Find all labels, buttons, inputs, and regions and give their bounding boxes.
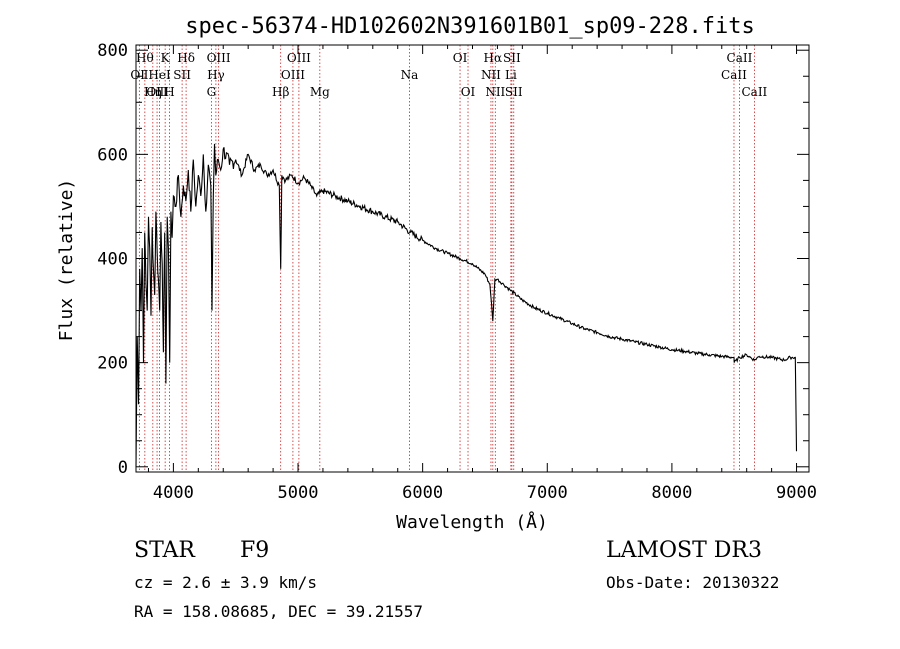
spectral-line-label: Hη (144, 85, 162, 99)
survey-name: LAMOST DR3 (606, 538, 762, 563)
spectral-line-label: CaII (721, 68, 747, 82)
spectral-line-label: Li (505, 68, 517, 82)
spectral-line-label: Hδ (177, 51, 195, 65)
spectrum-line (135, 143, 798, 467)
y-tick-label: 0 (118, 458, 128, 478)
spectral-line-label: OI (453, 51, 468, 65)
object-subclass: F9 (240, 538, 270, 563)
spectral-line-label: Hγ (207, 68, 225, 82)
spectral-line-label: Hα (484, 51, 503, 65)
spectral-line-label: Na (401, 68, 419, 82)
spectral-line-label: OⅡ (130, 68, 148, 82)
spectral-line-label: NII (485, 85, 505, 99)
spectral-line-label: NII (481, 68, 501, 82)
spectral-line-label: OIII (281, 68, 305, 82)
spectral-line-label: OIII (287, 51, 311, 65)
spectral-line-label: Hβ (272, 85, 289, 99)
y-tick-label: 600 (97, 145, 128, 165)
y-axis-label: Flux (relative) (56, 179, 77, 342)
object-class: STAR (134, 538, 195, 563)
spectral-line-label: OⅢ (146, 85, 167, 99)
spectral-line-label: Mg (310, 85, 330, 99)
spectral-line-label: SII (503, 51, 521, 65)
coordinates: RA = 158.08685, DEC = 39.21557 (134, 602, 423, 621)
spectral-line-label: SII (505, 85, 523, 99)
y-tick-label: 800 (97, 41, 128, 61)
redshift-value: cz = 2.6 ± 3.9 km/s (134, 573, 318, 592)
x-tick-label: 7000 (527, 483, 568, 503)
observation-date: Obs-Date: 20130322 (606, 573, 780, 592)
spectral-line-label: OIII (207, 51, 231, 65)
x-tick-label: 5000 (278, 483, 319, 503)
spectral-line-label: OI (461, 85, 476, 99)
spectral-line-label: HeI (148, 68, 171, 82)
x-tick-label: 4000 (153, 483, 194, 503)
spectral-line-label: CaII (727, 51, 753, 65)
plot-frame (135, 44, 810, 473)
spectral-line-label: CaII (741, 85, 767, 99)
y-tick-label: 200 (97, 354, 128, 374)
x-axis-label: Wavelength (Å) (396, 511, 548, 533)
y-tick-label: 400 (97, 250, 128, 270)
spectral-line-label: K (161, 51, 171, 65)
spectral-line-label: G (207, 85, 217, 99)
spectral-line-label: Hθ (136, 51, 154, 65)
x-tick-label: 9000 (776, 483, 817, 503)
x-tick-label: 6000 (402, 483, 443, 503)
spectral-line-label: H (164, 85, 174, 99)
x-tick-label: 8000 (651, 483, 692, 503)
chart-title: spec-56374-HD102602N391601B01_sp09-228.f… (185, 14, 755, 39)
spectral-line-label: SII (173, 68, 191, 82)
